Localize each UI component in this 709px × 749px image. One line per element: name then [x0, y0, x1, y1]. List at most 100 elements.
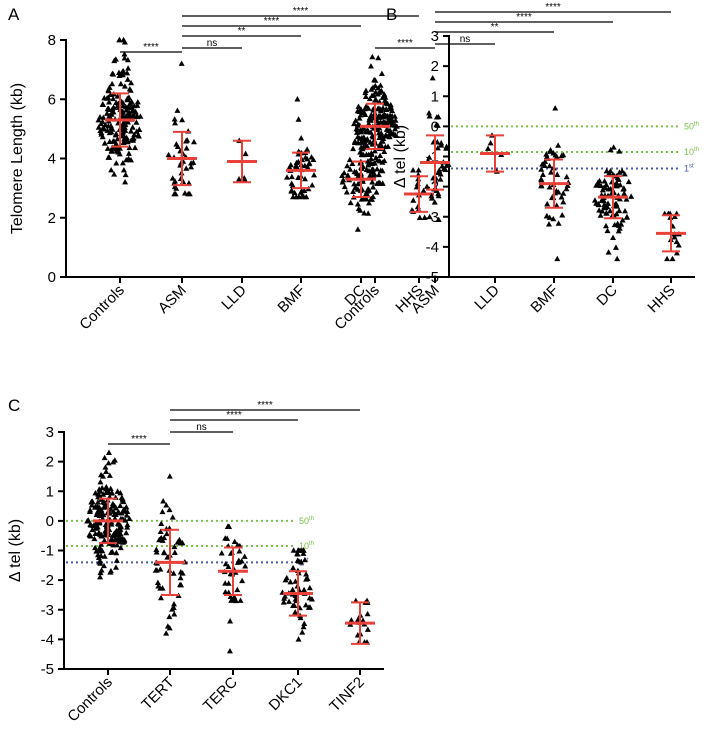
data-point: [554, 255, 561, 262]
data-point: [293, 163, 300, 170]
data-point: [284, 174, 291, 180]
threshold-value: 10: [299, 541, 309, 551]
data-point: [161, 549, 168, 555]
data-point: [434, 144, 441, 151]
data-point: [128, 98, 135, 104]
data-point: [546, 214, 553, 220]
data-point: [105, 460, 112, 466]
y-tick-label: 0: [46, 513, 54, 530]
significance-label: **: [238, 26, 246, 37]
data-point: [379, 180, 386, 186]
data-point: [616, 148, 623, 154]
data-point: [117, 544, 124, 551]
data-point: [169, 175, 176, 181]
data-point: [301, 556, 308, 563]
data-point: [553, 202, 560, 208]
data-point: [357, 112, 364, 118]
data-point: [371, 170, 378, 177]
data-point: [368, 111, 375, 118]
data-point: [293, 159, 300, 166]
y-tick-label: -4: [41, 631, 54, 648]
threshold-label: 50th: [684, 121, 699, 131]
data-point: [374, 156, 381, 163]
category-label: TINF2: [326, 674, 367, 715]
data-point: [225, 563, 232, 570]
data-point: [354, 226, 361, 232]
data-point: [368, 86, 375, 92]
data-point: [126, 515, 133, 521]
data-point: [616, 207, 623, 214]
y-axis-title: Telomere Length (kb): [9, 83, 26, 234]
y-tick-label: 1: [46, 483, 54, 500]
data-point: [625, 178, 632, 185]
data-point: [605, 249, 612, 255]
y-tick-label: -3: [426, 209, 439, 226]
data-point: [120, 102, 127, 108]
data-point: [102, 464, 109, 470]
data-point: [291, 189, 298, 196]
data-point: [552, 151, 559, 158]
data-point: [101, 454, 108, 461]
data-point: [94, 503, 101, 509]
data-point: [242, 563, 249, 569]
category-label: BMF: [527, 282, 561, 316]
data-point: [155, 583, 162, 589]
data-point: [133, 128, 140, 134]
data-point: [103, 468, 110, 475]
category-label: LLD: [471, 282, 503, 314]
data-point: [111, 171, 118, 177]
data-point: [179, 116, 186, 123]
data-point: [185, 180, 192, 186]
data-point: [372, 77, 379, 83]
y-tick-label: -4: [426, 239, 439, 256]
data-point: [92, 530, 99, 537]
data-point: [222, 560, 229, 567]
data-point: [98, 131, 105, 137]
data-point: [304, 164, 311, 170]
data-point: [628, 193, 635, 199]
data-point: [359, 139, 366, 145]
y-tick-label: 1: [431, 88, 439, 105]
data-point: [304, 146, 311, 152]
data-point: [364, 158, 371, 164]
data-point: [100, 491, 107, 497]
data-point: [555, 142, 562, 148]
data-point: [545, 221, 552, 227]
data-point: [96, 512, 103, 519]
data-point: [126, 104, 133, 110]
data-point: [129, 124, 136, 130]
data-point: [110, 95, 117, 102]
data-point: [669, 255, 676, 262]
data-point: [109, 80, 116, 87]
data-point: [237, 597, 244, 603]
significance-label: ****: [545, 2, 561, 13]
data-point: [163, 630, 170, 636]
data-point: [374, 180, 381, 186]
data-point: [105, 105, 112, 111]
data-point: [98, 552, 105, 559]
data-point: [382, 143, 389, 150]
data-point: [439, 163, 446, 169]
data-point: [377, 141, 384, 147]
data-point: [114, 542, 121, 548]
data-point: [429, 74, 436, 81]
data-point: [443, 162, 450, 168]
data-point: [94, 499, 101, 505]
data-point: [113, 130, 120, 137]
data-point: [381, 148, 388, 154]
data-point: [108, 521, 115, 527]
data-point: [105, 94, 112, 100]
data-point: [88, 502, 95, 508]
threshold-label: 1st: [684, 164, 694, 174]
data-point: [128, 79, 135, 86]
y-tick-label: 3: [431, 28, 439, 45]
data-point: [310, 156, 317, 162]
data-point: [426, 110, 433, 116]
data-point: [121, 39, 128, 45]
threshold-label: 10th: [684, 147, 699, 157]
data-point: [106, 472, 113, 478]
y-tick-label: -1: [41, 543, 54, 560]
data-point: [131, 109, 138, 115]
data-point: [160, 498, 167, 504]
